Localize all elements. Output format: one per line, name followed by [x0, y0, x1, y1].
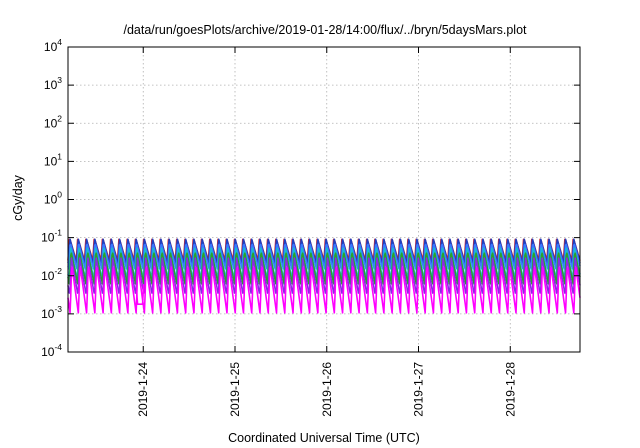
y-tick-label: 101: [44, 151, 62, 168]
y-tick-label: 10-3: [41, 304, 62, 321]
y-tick-label: 103: [44, 75, 62, 92]
x-tick-label: 2019-1-27: [412, 362, 426, 417]
series-line: [67, 266, 581, 314]
y-tick-label: 10-1: [41, 228, 62, 245]
series-line: [67, 252, 581, 285]
y-tick-label: 102: [44, 113, 62, 130]
x-tick-label: 2019-1-26: [320, 362, 334, 417]
y-tick-label: 10-2: [41, 266, 62, 283]
x-tick-label: 2019-1-24: [136, 362, 150, 417]
y-tick-label: 100: [44, 190, 62, 207]
series-layer: [67, 238, 581, 314]
dip-marker: [135, 284, 145, 305]
x-tick-label: 2019-1-28: [503, 362, 517, 417]
y-tick-label: 10-4: [41, 342, 62, 359]
x-axis: 2019-1-24 2019-1-25 2019-1-26 2019-1-27 2019…: [136, 47, 517, 417]
y-axis: 104 103 102 101 100 10-1 10-2 10-3 10-4: [41, 37, 580, 359]
series-line: [67, 243, 581, 270]
x-tick-label: 2019-1-25: [228, 362, 242, 417]
y-axis-label: cGy/day: [11, 174, 25, 221]
chart-title: /data/run/goesPlots/archive/2019-01-28/1…: [123, 23, 527, 37]
y-tick-label: 104: [44, 37, 62, 54]
grid: [68, 47, 580, 352]
dip-layer: [135, 284, 145, 305]
x-axis-label: Coordinated Universal Time (UTC): [228, 431, 420, 445]
